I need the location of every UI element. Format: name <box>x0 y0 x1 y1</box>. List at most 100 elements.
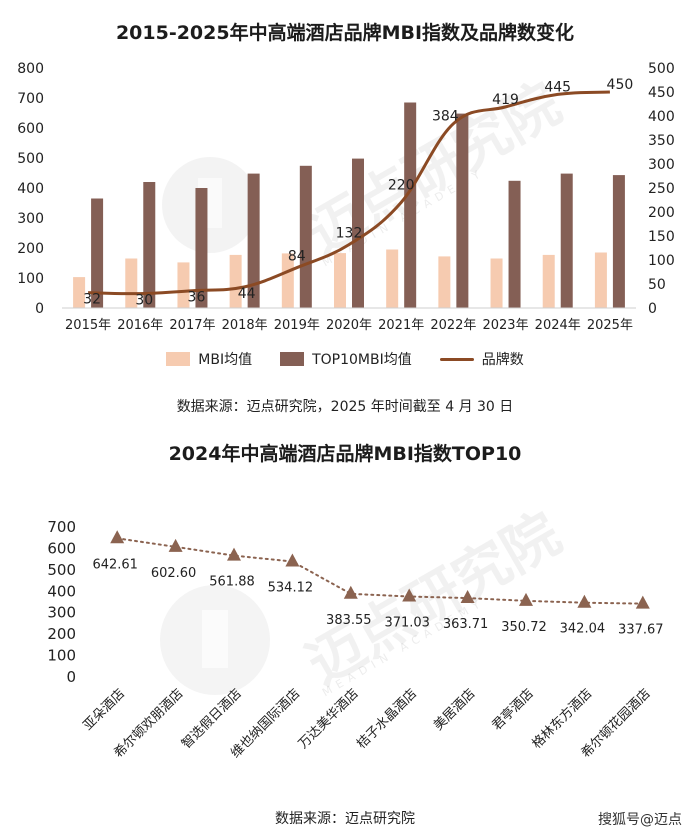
data-label: 363.71 <box>443 617 489 632</box>
data-point-triangle <box>343 585 358 599</box>
line-data-label: 32 <box>83 292 101 308</box>
bar-top10-avg <box>247 173 260 308</box>
y-axis-tick-label: 600 <box>47 539 76 557</box>
right-axis-tick-label: 150 <box>648 229 675 245</box>
right-axis-tick-label: 500 <box>648 61 675 77</box>
line-data-label: 132 <box>336 226 363 242</box>
left-axis-tick-label: 700 <box>17 91 44 107</box>
x-axis-tick-label: 2015年 <box>65 318 111 333</box>
x-axis-tick-label: 万达美华酒店 <box>296 686 362 752</box>
bar-top10-avg <box>456 113 469 308</box>
y-axis-tick-label: 700 <box>47 518 76 536</box>
x-axis-tick-label: 2016年 <box>117 318 163 333</box>
footer-brand: 搜狐号@迈点 <box>598 812 682 828</box>
data-label: 337.67 <box>618 623 664 638</box>
chart1-plot: 0 100 200 300 400 500 600 700 800 0 50 100 150 200 25… <box>17 61 675 333</box>
line-data-label: 445 <box>544 79 571 95</box>
y-axis-tick-label: 200 <box>47 625 76 643</box>
legend-item-mbi-avg: MBI均值 <box>166 349 252 369</box>
x-axis-tick-label: 2021年 <box>378 318 424 333</box>
line-data-label: 384 <box>432 109 459 125</box>
left-axis-tick-label: 0 <box>35 301 44 317</box>
data-label: 561.88 <box>209 575 255 590</box>
data-point-triangle <box>285 553 300 567</box>
data-label: 602.60 <box>151 566 197 581</box>
data-point-triangle <box>227 547 241 561</box>
left-axis-tick-label: 600 <box>17 121 44 137</box>
data-point-triangle <box>402 588 417 602</box>
legend-label-top10-avg: TOP10MBI均值 <box>312 352 412 368</box>
bar-top10-avg <box>404 102 417 308</box>
right-axis-tick-label: 100 <box>648 253 675 269</box>
left-axis-tick-label: 100 <box>17 271 44 287</box>
data-point-triangle <box>110 530 125 544</box>
bar-top10-avg <box>352 158 364 308</box>
legend-item-brand-count: 品牌数 <box>439 349 524 369</box>
right-axis-tick-label: 200 <box>648 205 675 221</box>
x-axis-tick-label: 亚朵酒店 <box>81 686 128 733</box>
bar-mbi-avg <box>490 258 503 308</box>
bar-top10-avg <box>91 198 104 308</box>
x-axis-tick-label: 桔子水晶酒店 <box>354 686 420 752</box>
x-axis-tick-label: 2020年 <box>326 318 372 333</box>
right-axis-tick-label: 350 <box>648 133 675 149</box>
data-point-triangle <box>635 595 650 609</box>
chart1-legend: MBI均值 TOP10MBI均值 品牌数 <box>0 349 690 369</box>
data-point-triangle <box>519 592 533 606</box>
chart2-source: 数据来源：迈点研究院 <box>275 811 415 827</box>
bar-mbi-avg <box>542 254 555 308</box>
bar-mbi-avg <box>334 253 346 308</box>
legend-item-top10-avg: TOP10MBI均值 <box>280 349 412 369</box>
watermark-logo-icon <box>162 157 258 253</box>
legend-swatch-top10-avg <box>280 352 305 366</box>
y-axis-tick-label: 0 <box>66 668 76 686</box>
data-point-triangle <box>577 594 592 608</box>
x-axis-tick-label: 2022年 <box>430 318 476 333</box>
bar-top10-avg <box>612 175 625 308</box>
x-axis-tick-label: 2017年 <box>169 318 215 333</box>
x-axis-tick-label: 2024年 <box>535 318 581 333</box>
chart2-plot: 0 100 200 300 400 500 600 700 642.61 602.60 561.8… <box>47 518 664 761</box>
line-data-label: 220 <box>388 177 415 193</box>
right-axis-tick-label: 250 <box>648 181 675 197</box>
y-axis-tick-label: 400 <box>47 582 76 600</box>
chart1-title: 2015-2025年中高端酒店品牌MBI指数及品牌数变化 <box>115 22 575 44</box>
series-line-mbi <box>116 537 644 605</box>
left-axis-tick-label: 300 <box>17 211 44 227</box>
right-axis-tick-label: 450 <box>648 85 675 101</box>
bar-mbi-avg <box>438 256 451 308</box>
bar-mbi-avg <box>386 249 399 308</box>
left-axis-tick-label: 200 <box>17 241 44 257</box>
x-axis-tick-label: 格林东方酒店 <box>529 686 595 752</box>
right-axis-tick-label: 400 <box>648 109 675 125</box>
data-label: 383.55 <box>326 613 372 628</box>
bar-mbi-avg <box>125 258 138 308</box>
data-point-triangle <box>168 538 183 552</box>
legend-swatch-brand-count <box>439 357 474 361</box>
bar-mbi-avg <box>177 262 190 308</box>
chart2-title: 2024年中高端酒店品牌MBI指数TOP10 <box>168 443 522 465</box>
watermark-logo-icon <box>160 585 270 695</box>
bar-top10-avg <box>560 173 573 308</box>
right-axis-tick-label: 50 <box>648 277 666 293</box>
chart1-source: 数据来源：迈点研究院，2025 年时间截至 4 月 30 日 <box>176 399 514 415</box>
line-data-label: 84 <box>288 249 306 265</box>
bar-mbi-avg <box>229 254 242 308</box>
line-data-label: 44 <box>238 286 256 302</box>
legend-swatch-mbi-avg <box>166 352 191 366</box>
bar-mbi-avg <box>594 252 607 308</box>
x-axis-tick-label: 2018年 <box>222 318 268 333</box>
x-axis-tick-label: 美居酒店 <box>431 686 478 733</box>
x-axis-tick-label: 2019年 <box>274 318 320 333</box>
y-axis-tick-label: 100 <box>47 647 76 665</box>
legend-label-mbi-avg: MBI均值 <box>198 352 253 368</box>
x-axis-tick-label: 2023年 <box>482 318 528 333</box>
series-line-brand-count <box>88 90 610 296</box>
x-axis-tick-label: 智选假日酒店 <box>179 686 245 752</box>
legend-label-brand-count: 品牌数 <box>481 352 524 368</box>
bar-top10-avg <box>143 182 156 308</box>
data-point-triangle <box>460 590 475 604</box>
bar-mbi-avg <box>281 253 294 308</box>
bar-top10-avg <box>508 180 521 308</box>
left-axis-tick-label: 400 <box>17 181 44 197</box>
